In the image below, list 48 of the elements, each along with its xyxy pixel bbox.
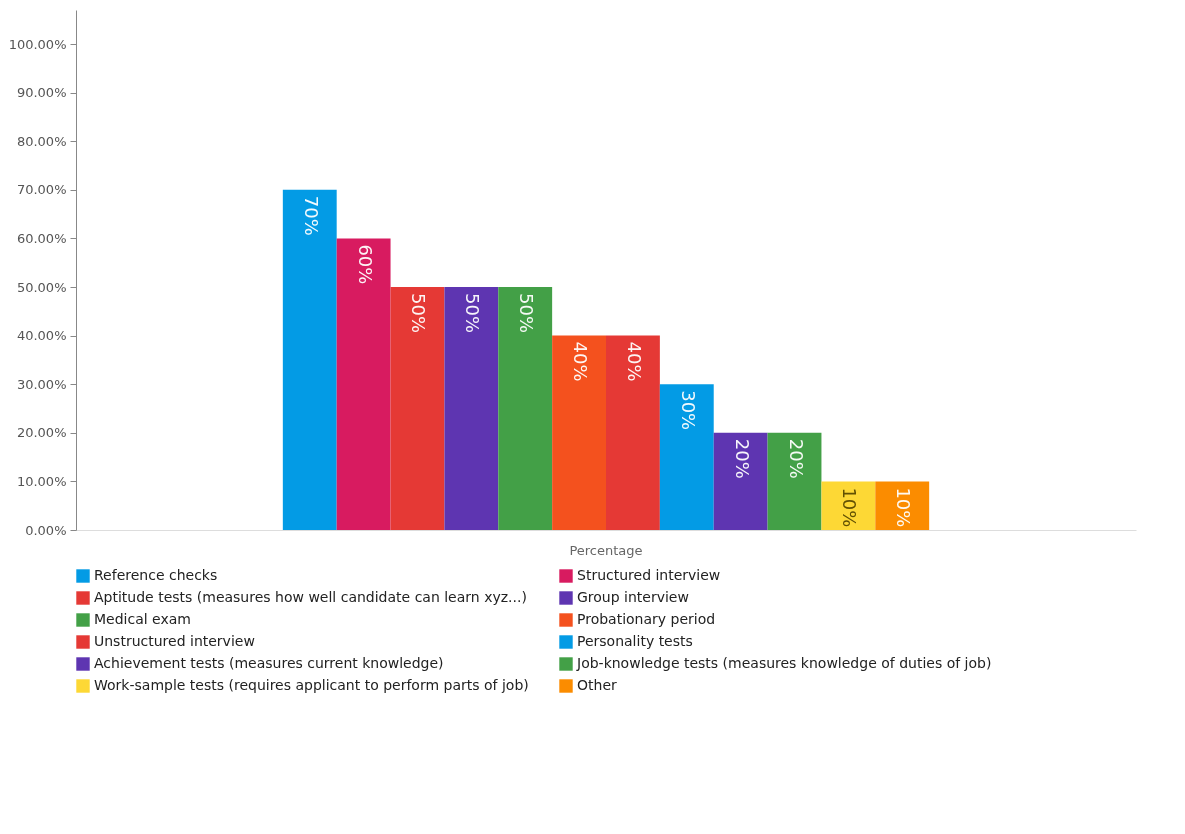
bar xyxy=(767,432,822,530)
legend-label: Structured interview xyxy=(577,567,721,583)
y-tick-label: 90.00% xyxy=(16,85,67,101)
bar xyxy=(713,432,768,530)
legend-label: Reference checks xyxy=(94,567,218,583)
bar xyxy=(821,481,876,530)
y-tick-label: 10.00% xyxy=(16,473,67,489)
data-label: 40% xyxy=(570,341,592,382)
data-label: 20% xyxy=(785,438,807,479)
y-tick-label: 20.00% xyxy=(16,425,67,441)
bar xyxy=(336,238,391,530)
bar xyxy=(498,287,553,530)
data-label: 10% xyxy=(893,487,915,528)
legend-label: Medical exam xyxy=(94,611,191,627)
data-label: 10% xyxy=(839,487,861,528)
legend-label: Personality tests xyxy=(577,633,693,649)
y-tick-label: 50.00% xyxy=(16,279,67,295)
y-tick-label: 80.00% xyxy=(16,133,67,149)
data-label: 50% xyxy=(462,293,484,334)
bar xyxy=(875,481,930,530)
legend-label: Job-knowledge tests (measures knowledge of duties of job) xyxy=(576,655,992,671)
bar xyxy=(606,335,660,530)
legend-label: Aptitude tests (measures how well candidate can learn xyz...) xyxy=(94,589,527,605)
data-label: 60% xyxy=(354,244,376,285)
bar xyxy=(552,335,606,530)
y-tick-label: 100.00% xyxy=(8,36,67,52)
legend-label: Unstructured interview xyxy=(94,633,255,649)
y-tick-label: 40.00% xyxy=(16,328,67,344)
data-label: 50% xyxy=(408,293,430,334)
legend-label: Probationary period xyxy=(577,611,716,627)
legend-label: Group interview xyxy=(577,589,689,605)
bar xyxy=(444,287,499,530)
legend-label: Other xyxy=(577,677,617,693)
data-label: 70% xyxy=(300,195,322,236)
y-tick-label: 60.00% xyxy=(16,230,67,246)
bar xyxy=(390,287,445,530)
bar xyxy=(659,384,714,530)
data-label: 40% xyxy=(623,341,645,382)
bar xyxy=(282,189,337,530)
legend-label: Achievement tests (measures current knowledge) xyxy=(94,655,444,671)
data-label: 50% xyxy=(516,293,538,334)
data-label: 30% xyxy=(677,390,699,431)
y-tick-label: 70.00% xyxy=(16,182,67,198)
y-tick-label: 0.00% xyxy=(25,522,67,538)
x-tick-label: Percentage xyxy=(569,542,643,558)
legend-label: Work-sample tests (requires applicant to perform parts of job) xyxy=(94,677,529,693)
data-label: 20% xyxy=(731,438,753,479)
y-tick-label: 30.00% xyxy=(16,376,67,392)
